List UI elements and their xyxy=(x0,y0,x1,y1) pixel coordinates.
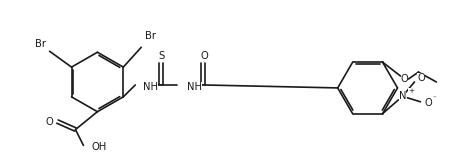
Text: O: O xyxy=(417,73,425,83)
Text: S: S xyxy=(158,51,164,61)
Text: NH: NH xyxy=(187,82,202,92)
Text: O: O xyxy=(401,74,409,84)
Text: O: O xyxy=(424,98,432,108)
Text: ⁻: ⁻ xyxy=(432,96,436,102)
Text: Br: Br xyxy=(35,39,45,49)
Text: O: O xyxy=(200,51,208,61)
Text: +: + xyxy=(409,88,415,94)
Text: O: O xyxy=(46,117,53,127)
Text: NH: NH xyxy=(143,82,158,92)
Text: OH: OH xyxy=(91,142,107,152)
Text: N: N xyxy=(399,91,406,101)
Text: Br: Br xyxy=(145,31,156,41)
